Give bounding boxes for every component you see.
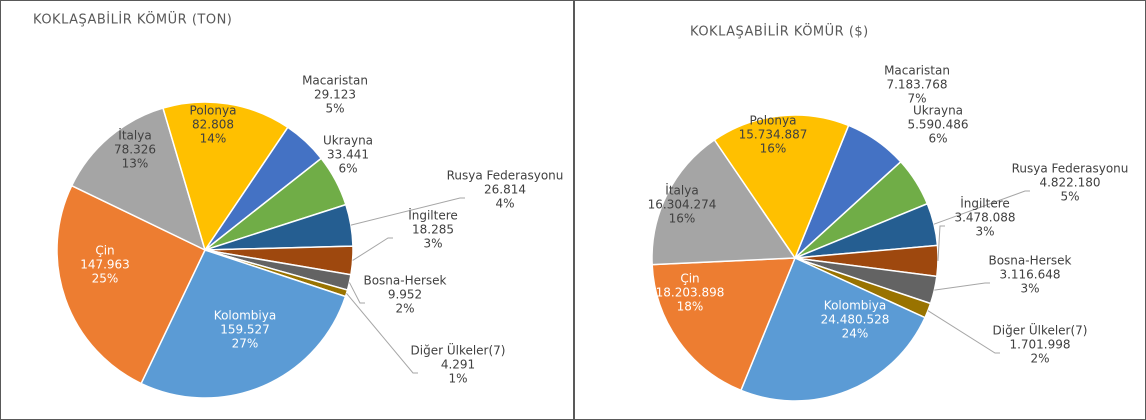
data-label: Bosna-Hersek <box>363 274 446 288</box>
data-label: 29.123 <box>314 88 356 102</box>
data-label: 4.822.180 <box>1039 176 1100 190</box>
data-label: 1.701.998 <box>1009 338 1070 352</box>
chart-title: KOKLAŞABİLİR KÖMÜR (TON) <box>33 11 232 28</box>
data-label: Polonya <box>750 114 797 128</box>
data-label: 13% <box>122 157 149 171</box>
data-label: 7% <box>907 92 926 106</box>
leader-line <box>927 310 1000 354</box>
data-label: 2% <box>1030 352 1049 366</box>
chart-title: KOKLAŞABİLİR KÖMÜR ($) <box>690 23 869 40</box>
data-label: Çin <box>680 272 699 286</box>
data-label: 3.116.648 <box>999 268 1060 282</box>
data-label: 7.183.768 <box>886 78 947 92</box>
data-label: Kolombiya <box>824 299 886 313</box>
data-label: Polonya <box>190 104 237 118</box>
data-label: 6% <box>928 132 947 146</box>
data-label: 9.952 <box>388 288 422 302</box>
data-label: 5% <box>1060 190 1079 204</box>
data-label: 4.291 <box>441 358 475 372</box>
data-label: 16% <box>760 142 787 156</box>
data-label: Rusya Federasyonu <box>447 169 564 183</box>
data-label: İtalya <box>118 128 151 143</box>
pie-slice <box>140 249 347 399</box>
data-label: 15.734.887 <box>739 128 808 142</box>
data-label: Ukrayna <box>913 104 963 118</box>
data-label: Macaristan <box>884 64 950 78</box>
data-label: Kolombiya <box>214 309 276 323</box>
data-label: Bosna-Hersek <box>988 254 1071 268</box>
data-label: 78.326 <box>114 143 156 157</box>
data-label: 16.304.274 <box>648 198 717 212</box>
data-label: 16% <box>669 212 696 226</box>
pie-slice <box>739 256 926 402</box>
data-label: İngiltere <box>408 208 458 223</box>
data-label: Diğer Ülkeler(7) <box>993 322 1088 338</box>
data-label: 1% <box>448 372 467 386</box>
data-label: 3% <box>423 237 442 251</box>
data-label: 3% <box>1020 282 1039 296</box>
pie-slice <box>713 114 850 260</box>
data-label: Macaristan <box>302 74 368 88</box>
data-label: 82.808 <box>192 118 234 132</box>
leader-line <box>346 292 418 374</box>
data-label: Ukrayna <box>323 134 373 148</box>
data-label: 4% <box>495 197 514 211</box>
data-label: Çin <box>95 244 114 258</box>
data-label: İtalya <box>665 183 698 198</box>
data-label: 5.590.486 <box>907 118 968 132</box>
data-label: 18% <box>677 300 704 314</box>
leader-line <box>348 282 365 304</box>
pie-slice <box>56 184 206 385</box>
data-label: 24.480.528 <box>821 313 890 327</box>
pie-slice <box>162 101 289 252</box>
leader-line <box>937 225 945 261</box>
data-label: 27% <box>232 337 259 351</box>
data-label: 26.814 <box>484 183 526 197</box>
data-label: 147.963 <box>80 258 130 272</box>
data-label: 18.203.898 <box>656 286 725 300</box>
data-label: 3% <box>975 225 994 239</box>
leader-line <box>934 282 990 291</box>
data-label: 14% <box>200 132 227 146</box>
pie-slice <box>651 138 797 266</box>
data-label: 33.441 <box>327 148 369 162</box>
data-label: Diğer Ülkeler(7) <box>411 342 506 358</box>
data-label: Rusya Federasyonu <box>1012 162 1129 176</box>
data-label: 6% <box>338 162 357 176</box>
leader-line <box>933 190 1030 225</box>
data-label: 24% <box>842 327 869 341</box>
data-label: 3.478.088 <box>954 211 1015 225</box>
leader-line <box>350 197 465 226</box>
data-label: İngiltere <box>960 196 1010 211</box>
data-label: 25% <box>92 272 119 286</box>
data-label: 5% <box>325 102 344 116</box>
data-label: 18.285 <box>412 223 454 237</box>
data-label: 159.527 <box>220 323 270 337</box>
leader-line <box>352 237 393 261</box>
pie-slice <box>70 107 207 252</box>
data-label: 2% <box>395 302 414 316</box>
pie-slice <box>651 257 797 392</box>
